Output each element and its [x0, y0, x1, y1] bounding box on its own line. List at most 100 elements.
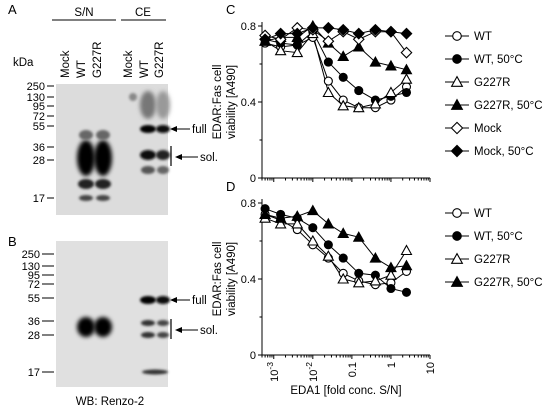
- chart-c-series-5-point-6: [352, 27, 365, 40]
- chart-c-series-2-point-9: [400, 73, 413, 84]
- chart-d-series-3-point-1: [274, 212, 287, 223]
- chart-d-legend-label-3: G227R, 50°C: [474, 277, 543, 289]
- chart-d-legend-label-1: WT, 50°C: [474, 231, 523, 243]
- chart-c-series-2-point-4: [322, 86, 335, 98]
- chart-c-series-5-point-8: [384, 25, 397, 38]
- chart-d-series-3-point-6: [352, 231, 365, 242]
- lane-label-g227r-ce: G227R: [154, 42, 166, 78]
- chart-d-series-3-point-0: [259, 208, 272, 219]
- blot-a-band-wt-low: [78, 179, 94, 189]
- chart-d-series-2-point-7: [369, 274, 382, 286]
- arrow-b-full-head: [170, 297, 177, 303]
- chart-c-legend-marker-3: [450, 98, 464, 110]
- label-b-sol: sol.: [200, 325, 218, 337]
- lane-label-wt-sn: WT: [76, 60, 88, 78]
- blot-b-annotations: full sol.: [170, 295, 218, 339]
- blot-b-band-wt-ce-full: [140, 296, 156, 304]
- chart-d-series-1-point-9: [401, 287, 412, 297]
- blot-a: [56, 84, 170, 215]
- chart-d-series-2-line: [264, 217, 407, 284]
- label-a-full: full: [192, 124, 207, 136]
- blot-a-band-g227r-main: [94, 140, 112, 176]
- blot-a-band-g227r-smear: [96, 130, 110, 140]
- chart-d-series-2-point-4: [322, 250, 335, 261]
- chart-c-series-0-point-4: [323, 76, 333, 86]
- chart-d-series-1-point-8: [386, 283, 396, 294]
- chart-c-legend-marker-5: [450, 144, 464, 158]
- group-label-ce: CE: [135, 7, 151, 19]
- blot-b-band-ce-17: [142, 369, 168, 375]
- group-label-sn: S/N: [74, 7, 93, 19]
- blot-b-band-g227r-main: [94, 317, 112, 337]
- blot-b-band-g227r-ce-sol1: [157, 320, 169, 326]
- lane-label-mock-ce: Mock: [123, 50, 135, 78]
- blot-b-band-g227r-ce-sol2: [157, 332, 169, 338]
- lane-label-g227r-sn: G227R: [92, 42, 104, 78]
- blot-b-band-wt-ce-sol1: [141, 320, 155, 326]
- blot-b-band-wt-main: [77, 317, 95, 337]
- chart-c-legend-marker-2: [450, 75, 464, 87]
- lane-label-mock-sn: Mock: [60, 50, 72, 78]
- chart-c-legend-label-4: Mock: [474, 123, 502, 135]
- lane-label-wt-ce: WT: [139, 60, 151, 78]
- chart-d-series-3-point-5: [337, 227, 350, 238]
- chart-d-series-3-point-9: [400, 259, 413, 271]
- chart-c-series-3-line: [264, 25, 407, 71]
- chart-c-series-2-point-1: [274, 44, 287, 56]
- chart-d-series-3-point-2: [291, 210, 304, 221]
- panel-letter-b: B: [8, 234, 17, 249]
- chart-d-series-1-point-5: [338, 253, 348, 263]
- kda-label: kDa: [13, 57, 34, 69]
- blot-a-band-wt-main: [77, 140, 95, 176]
- arrow-b-sol-head: [175, 327, 182, 333]
- chart-c-series-3-point-5: [337, 50, 350, 61]
- blot-a-band-mock-ce: [129, 93, 137, 101]
- chart-d-legend-marker-3: [450, 275, 464, 287]
- panel-letter-d: D: [226, 179, 235, 194]
- chart-d-xlabel: EDA1 [fold conc. S/N]: [290, 385, 401, 397]
- chart-d-ylabel-line1: EDAR:Fas cell: [212, 242, 224, 317]
- marker-b-130: 130: [22, 261, 40, 273]
- chart-c-legend-label-1: WT, 50°C: [474, 54, 523, 66]
- marker-b-72: 72: [28, 279, 40, 291]
- chart-d-legend-label-2: G227R: [474, 254, 510, 266]
- chart-c-legend-label-5: Mock, 50°C: [474, 146, 534, 158]
- chart-c-series-5-point-3: [306, 21, 319, 34]
- chart-c-series-4-point-4: [322, 35, 335, 48]
- chart-c-series-2-line: [264, 32, 407, 109]
- chart-c-series-5-point-0: [259, 33, 272, 46]
- chart-c-series-4-point-9: [400, 46, 413, 59]
- chart-c-series-5-point-7: [369, 23, 382, 36]
- marker-a-55: 55: [33, 121, 45, 133]
- marker-a-72: 72: [33, 111, 45, 123]
- chart-c-series-3-point-6: [352, 40, 365, 52]
- blot-a-band-wt-smear: [79, 130, 93, 140]
- chart-c-series-5-line: [264, 27, 407, 40]
- marker-a-28: 28: [33, 155, 45, 167]
- chart-d-ylabel-line2: viability [A490]: [226, 242, 238, 316]
- chart-c-ytick-label-2: 0.8: [241, 21, 256, 33]
- chart-c-series-1-point-6: [354, 86, 364, 96]
- marker-b-250: 250: [22, 249, 40, 261]
- blot-a-band-wt-ce-top: [140, 91, 156, 119]
- chart-c-ytick-label-1: 0.4: [241, 97, 256, 109]
- chart-c-legend-label-0: WT: [474, 31, 492, 43]
- marker-a-130: 130: [27, 92, 45, 104]
- blot-b-band-wt-ce-sol2: [141, 332, 155, 338]
- panel-letter-c: C: [226, 2, 235, 17]
- chart-d-series-1-point-4: [323, 240, 333, 250]
- chart-c-series-1-point-5: [338, 72, 348, 82]
- blot-a-band-g227r-low: [95, 179, 111, 189]
- blot-a-band-g227r-ce-sol: [156, 150, 170, 160]
- chart-c-series-1-point-9: [401, 87, 412, 98]
- chart-d-series-2-point-1: [274, 217, 287, 229]
- chart-c-series-0-line: [264, 36, 407, 109]
- chart-c-legend-label-2: G227R: [474, 77, 510, 89]
- chart-d-series-3-point-3: [306, 204, 319, 216]
- arrow-a-sol-head: [175, 154, 182, 160]
- marker-b-36: 36: [28, 316, 40, 328]
- chart-c-series-5-point-2: [291, 27, 304, 40]
- chart-c: 0 0.4 0.8 EDAR:Fas cell viability [A490] WT WT…: [212, 19, 543, 185]
